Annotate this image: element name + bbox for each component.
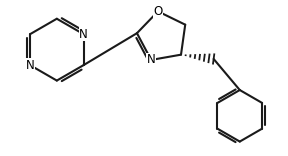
Text: N: N — [147, 54, 156, 66]
Text: O: O — [154, 5, 163, 18]
Text: N: N — [26, 59, 34, 72]
Text: N: N — [79, 28, 88, 41]
